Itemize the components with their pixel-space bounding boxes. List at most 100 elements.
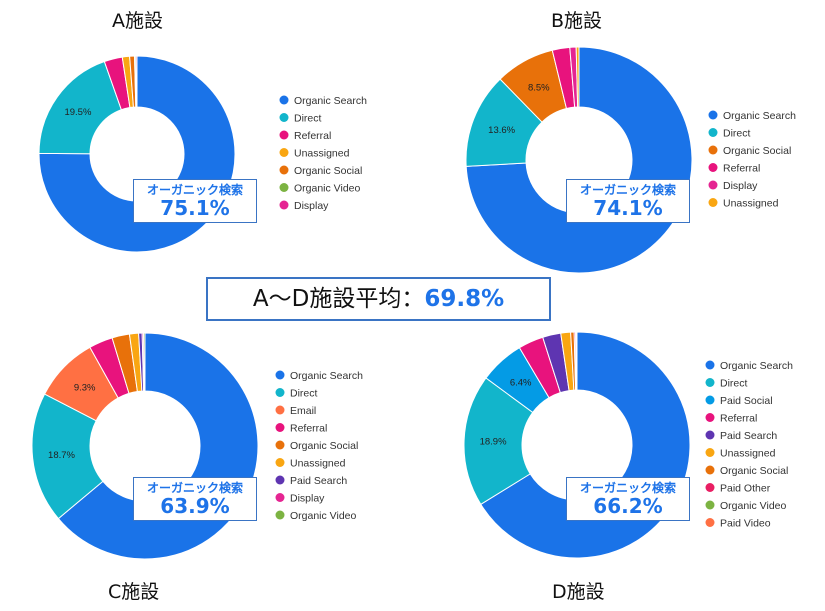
legend-marker — [705, 518, 715, 527]
legend-entry: Paid Search — [290, 475, 347, 487]
legend-entry: Unassigned — [290, 458, 346, 470]
legend-marker — [708, 110, 718, 120]
legend-entry: Unassigned — [294, 148, 350, 160]
legend-entry: Direct — [720, 378, 748, 390]
callout-value: 63.9% — [160, 494, 230, 518]
average-banner: A～D施設平均：69.8% — [206, 277, 551, 321]
legend-entry: Organic Social — [294, 165, 362, 177]
slice-data-label: 19.5% — [64, 107, 91, 118]
legend-entry: Paid Other — [720, 483, 771, 495]
organic-search-callout-d: オーガニック検索 66.2% — [566, 477, 690, 521]
legend-marker — [275, 423, 285, 432]
legend-marker — [705, 483, 715, 492]
legend-marker — [275, 510, 285, 520]
legend-marker — [275, 475, 285, 485]
legend-marker — [705, 430, 715, 440]
donut-chart-d: 18.9% 6.4% — [463, 331, 691, 559]
legend-marker — [275, 405, 285, 415]
legend-entry: Organic Video — [720, 500, 787, 512]
legend-marker — [708, 198, 718, 207]
legend-entry: Unassigned — [723, 198, 779, 210]
legend-entry: Email — [290, 405, 316, 417]
legend-entry: Display — [290, 493, 325, 505]
average-value: 69.8% — [424, 286, 505, 312]
legend-entry: Organic Search — [723, 110, 796, 122]
callout-value: 74.1% — [593, 196, 663, 220]
legend-entry: Display — [723, 180, 758, 192]
legend-marker — [708, 163, 718, 172]
legend-marker — [275, 370, 285, 380]
slice-unassigned — [575, 46, 580, 108]
organic-search-callout-c: オーガニック検索 63.9% — [133, 477, 257, 521]
legend-entry: Referral — [720, 413, 757, 425]
slice-data-label: 8.5% — [528, 82, 550, 93]
legend-entry: Direct — [290, 388, 318, 400]
legend-a: Organic Search Direct Referral Unassigned Or… — [279, 95, 367, 212]
legend-d: Organic Search Direct Paid Social Referral P… — [705, 360, 793, 530]
legend-marker — [705, 395, 715, 405]
legend-entry: Organic Search — [294, 95, 367, 107]
slice-direct — [463, 377, 534, 506]
legend-entry: Referral — [723, 163, 760, 175]
legend-entry: Organic Social — [723, 145, 791, 157]
legend-entry: Referral — [290, 423, 327, 435]
legend-entry: Unassigned — [720, 448, 776, 460]
slice-data-label: 18.7% — [48, 450, 75, 461]
legend-marker — [279, 183, 289, 192]
callout-label: オーガニック検索 — [579, 481, 676, 495]
legend-marker — [705, 378, 715, 387]
legend-marker — [275, 440, 285, 450]
legend-marker — [708, 180, 718, 190]
legend-entry: Organic Social — [290, 440, 358, 452]
legend-marker — [279, 95, 289, 105]
callout-value: 75.1% — [160, 196, 230, 220]
legend-entry: Organic Search — [720, 360, 793, 372]
slice-data-label: 13.6% — [488, 125, 515, 136]
legend-c: Organic Search Direct Email Referral Organic… — [275, 370, 363, 522]
slice-data-label: 18.9% — [480, 437, 507, 448]
legend-marker — [705, 413, 715, 422]
legend-entry: Paid Social — [720, 395, 773, 407]
legend-marker — [279, 148, 289, 157]
legend-entry: Direct — [294, 113, 322, 125]
slice-data-label: 6.4% — [510, 378, 532, 389]
average-label: A～D施設平均： — [252, 286, 425, 312]
donut-chart-c: 18.7% 9.3% — [31, 332, 259, 560]
chart-title-d: D施設 — [552, 581, 605, 603]
legend-marker — [705, 465, 715, 475]
organic-search-callout-a: オーガニック検索 75.1% — [133, 179, 257, 223]
legend-marker — [279, 165, 289, 175]
legend-entry: Referral — [294, 130, 331, 142]
callout-label: オーガニック検索 — [146, 481, 243, 495]
legend-entry: Paid Video — [720, 518, 771, 530]
chart-title-a: A施設 — [112, 10, 163, 32]
legend-marker — [279, 113, 289, 122]
legend-marker — [279, 130, 289, 140]
legend-marker — [705, 360, 715, 370]
slice-display — [135, 55, 138, 108]
legend-entry: Organic Video — [290, 510, 357, 522]
chart-title-c: C施設 — [108, 581, 160, 603]
legend-entry: Organic Social — [720, 465, 788, 477]
chart-title-b: B施設 — [551, 10, 603, 32]
legend-marker — [275, 388, 285, 397]
legend-entry: Organic Video — [294, 183, 361, 195]
callout-label: オーガニック検索 — [579, 183, 676, 197]
legend-b: Organic Search Direct Organic Social Referr… — [708, 110, 796, 210]
legend-marker — [279, 200, 289, 210]
callout-value: 66.2% — [593, 494, 663, 518]
legend-entry: Direct — [723, 128, 751, 140]
legend-entry: Paid Search — [720, 430, 777, 442]
callout-label: オーガニック検索 — [146, 183, 243, 197]
donut-chart-b: 13.6% 8.5% — [465, 46, 693, 274]
legend-marker — [275, 493, 285, 502]
legend-marker — [708, 145, 718, 155]
legend-entry: Organic Search — [290, 370, 363, 382]
legend-marker — [705, 500, 715, 510]
legend-entry: Display — [294, 200, 329, 212]
legend-marker — [705, 448, 715, 457]
slice-data-label: 9.3% — [74, 383, 96, 394]
legend-marker — [708, 128, 718, 137]
slice-organic-video — [143, 332, 146, 392]
